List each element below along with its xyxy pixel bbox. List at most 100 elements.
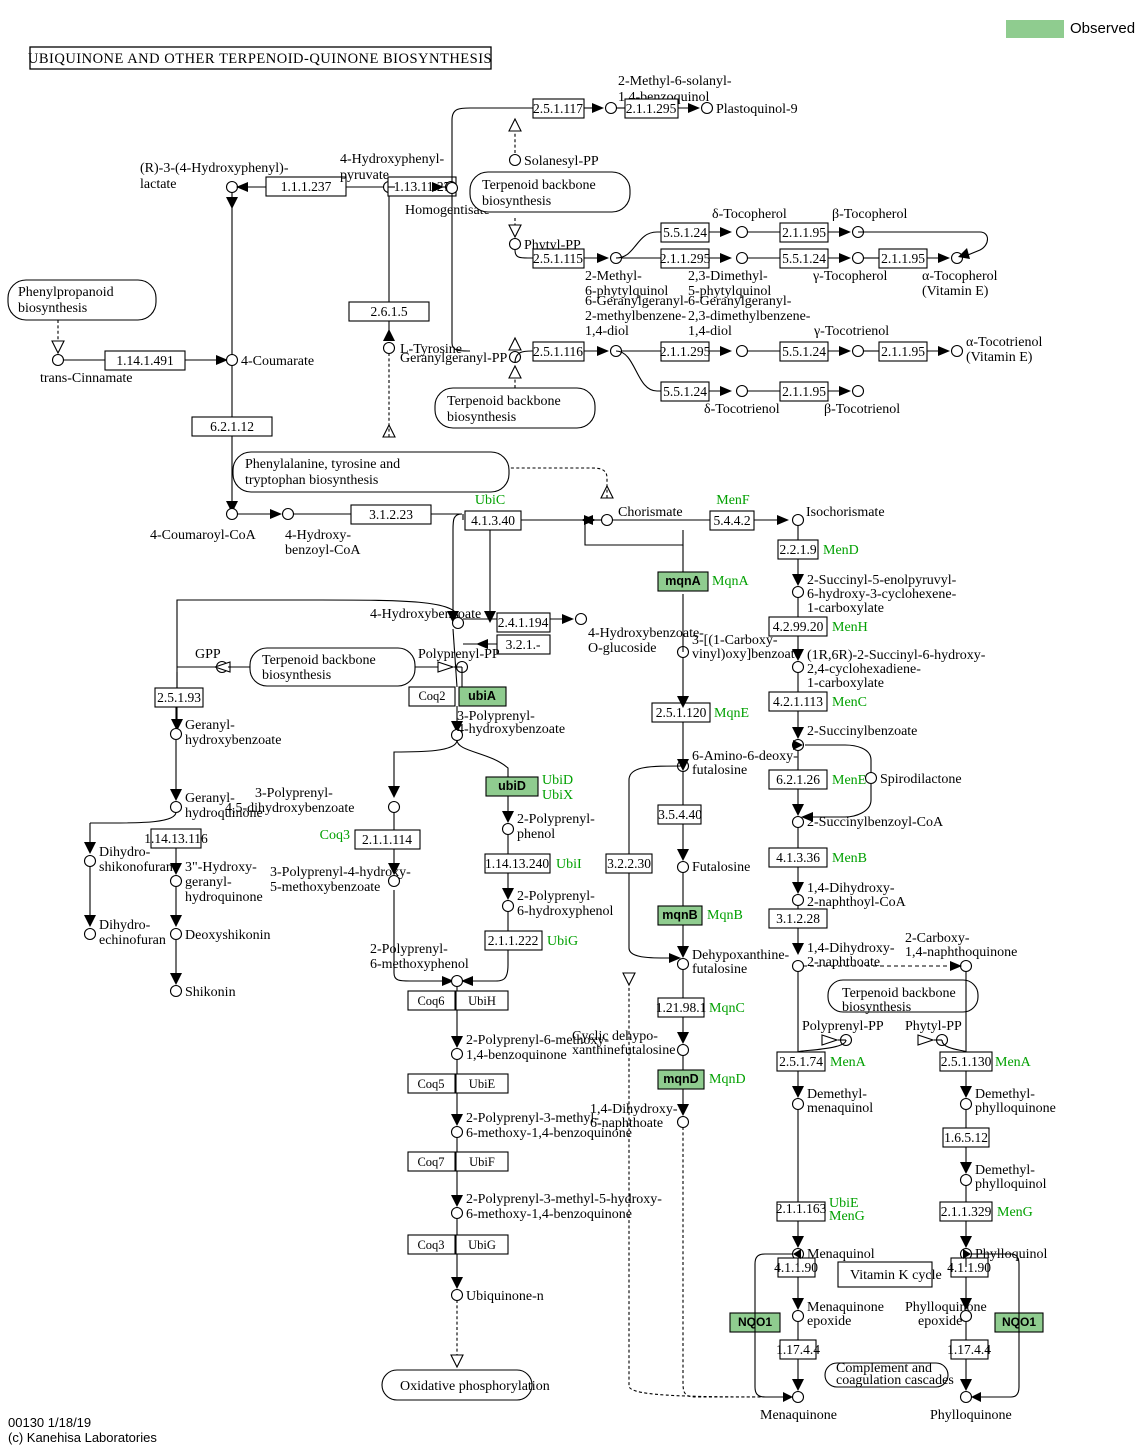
svg-text:Coq3: Coq3 xyxy=(417,1238,444,1252)
svg-text:4.1.3.36: 4.1.3.36 xyxy=(776,850,820,865)
svg-text:6-methoxyphenol: 6-methoxyphenol xyxy=(370,957,469,972)
svg-text:3-Polyprenyl-4-hydroxy-: 3-Polyprenyl-4-hydroxy- xyxy=(270,865,411,880)
svg-text:1,4-Dihydroxy-: 1,4-Dihydroxy- xyxy=(590,1102,678,1117)
svg-text:6-hydroxy-3-cyclohexene-: 6-hydroxy-3-cyclohexene- xyxy=(807,587,957,602)
svg-text:3.2.2.30: 3.2.2.30 xyxy=(607,856,651,871)
svg-text:2-Succinylbenzoate: 2-Succinylbenzoate xyxy=(807,724,917,739)
svg-text:2.1.1.95: 2.1.1.95 xyxy=(782,225,826,240)
svg-text:1.6.5.12: 1.6.5.12 xyxy=(944,1130,988,1145)
svg-text:UbiG: UbiG xyxy=(468,1238,496,1252)
svg-text:Polyprenyl-PP: Polyprenyl-PP xyxy=(802,1019,884,1034)
svg-text:1-carboxylate: 1-carboxylate xyxy=(807,676,884,691)
svg-text:4-Hydroxybenzoate: 4-Hydroxybenzoate xyxy=(370,607,481,622)
svg-text:MqnD: MqnD xyxy=(709,1072,746,1087)
svg-text:δ-Tocopherol: δ-Tocopherol xyxy=(712,207,787,222)
svg-text:2.5.1.74: 2.5.1.74 xyxy=(779,1054,823,1069)
svg-text:2.5.1.117: 2.5.1.117 xyxy=(533,101,583,116)
svg-text:Dihydro-: Dihydro- xyxy=(99,845,151,860)
svg-text:α-Tocotrienol: α-Tocotrienol xyxy=(966,335,1042,350)
svg-text:β-Tocotrienol: β-Tocotrienol xyxy=(824,402,900,417)
svg-text:6-Geranylgeranyl-: 6-Geranylgeranyl- xyxy=(688,294,792,309)
svg-text:4-Coumarate: 4-Coumarate xyxy=(241,354,314,369)
svg-text:vinyl)oxy]benzoate: vinyl)oxy]benzoate xyxy=(692,647,801,662)
svg-text:MenD: MenD xyxy=(823,543,859,558)
svg-text:2-methylbenzene-: 2-methylbenzene- xyxy=(585,309,686,324)
svg-text:Phylloquinone: Phylloquinone xyxy=(930,1408,1012,1423)
svg-text:benzoyl-CoA: benzoyl-CoA xyxy=(285,543,361,558)
svg-text:phylloquinol: phylloquinol xyxy=(975,1177,1047,1192)
svg-text:hydroxybenzoate: hydroxybenzoate xyxy=(185,733,281,748)
svg-text:3"-Hydroxy-: 3"-Hydroxy- xyxy=(185,860,257,875)
svg-text:6-Amino-6-deoxy-: 6-Amino-6-deoxy- xyxy=(692,749,798,764)
svg-text:Terpenoid backbone: Terpenoid backbone xyxy=(842,986,956,1001)
svg-text:Terpenoid backbone: Terpenoid backbone xyxy=(447,394,561,409)
svg-text:MenG: MenG xyxy=(997,1205,1033,1220)
svg-text:shikonofuran: shikonofuran xyxy=(99,860,173,875)
svg-text:MqnA: MqnA xyxy=(712,574,749,589)
svg-text:1-carboxylate: 1-carboxylate xyxy=(807,601,884,616)
svg-text:5-methoxybenzoate: 5-methoxybenzoate xyxy=(270,880,380,895)
svg-text:Spirodilactone: Spirodilactone xyxy=(880,772,962,787)
svg-text:Isochorismate: Isochorismate xyxy=(806,505,885,520)
svg-text:(Vitamin E): (Vitamin E) xyxy=(922,284,989,299)
svg-text:2.5.1.130: 2.5.1.130 xyxy=(941,1054,992,1069)
svg-text:1.1.1.237: 1.1.1.237 xyxy=(281,179,332,194)
svg-text:1,4-diol: 1,4-diol xyxy=(688,324,732,339)
svg-text:epoxide: epoxide xyxy=(918,1314,962,1329)
svg-text:UbiE: UbiE xyxy=(469,1077,496,1091)
svg-text:Ubiquinone-n: Ubiquinone-n xyxy=(466,1289,544,1304)
svg-text:3-Polyprenyl-: 3-Polyprenyl- xyxy=(255,786,333,801)
svg-text:MenA: MenA xyxy=(830,1055,867,1070)
svg-text:4.1.3.40: 4.1.3.40 xyxy=(471,513,515,528)
svg-text:(Vitamin E): (Vitamin E) xyxy=(966,350,1033,365)
svg-text:2.1.1.222: 2.1.1.222 xyxy=(488,933,539,948)
svg-text:5.5.1.24: 5.5.1.24 xyxy=(782,344,826,359)
svg-text:2-Polyprenyl-: 2-Polyprenyl- xyxy=(517,812,595,827)
svg-text:2.1.1.295: 2.1.1.295 xyxy=(626,101,677,116)
svg-text:mqnB: mqnB xyxy=(662,908,697,922)
svg-text:UbiI: UbiI xyxy=(556,857,582,872)
svg-text:MqnE: MqnE xyxy=(714,706,749,721)
svg-text:4-Hydroxyphenyl-: 4-Hydroxyphenyl- xyxy=(340,152,445,167)
svg-text:2,3-Dimethyl-: 2,3-Dimethyl- xyxy=(688,269,768,284)
svg-text:trans-Cinnamate: trans-Cinnamate xyxy=(40,371,133,386)
svg-text:MenE: MenE xyxy=(832,773,866,788)
svg-text:00130 1/18/19: 00130 1/18/19 xyxy=(8,1415,91,1430)
svg-text:MenB: MenB xyxy=(832,851,867,866)
svg-text:2-Methyl-: 2-Methyl- xyxy=(585,269,642,284)
svg-text:2.1.1.295: 2.1.1.295 xyxy=(660,251,711,266)
svg-text:4.1.1.90: 4.1.1.90 xyxy=(947,1260,991,1275)
svg-text:Geranylgeranyl-PP: Geranylgeranyl-PP xyxy=(400,351,508,366)
svg-text:UbiG: UbiG xyxy=(547,934,578,949)
svg-text:6-Geranylgeranyl-: 6-Geranylgeranyl- xyxy=(585,294,689,309)
svg-text:Observed: Observed xyxy=(1070,20,1135,37)
svg-text:mqnA: mqnA xyxy=(665,574,700,588)
svg-text:5.5.1.24: 5.5.1.24 xyxy=(782,251,826,266)
svg-text:4-Coumaroyl-CoA: 4-Coumaroyl-CoA xyxy=(150,528,257,543)
svg-text:2.1.1.295: 2.1.1.295 xyxy=(660,344,711,359)
svg-text:biosynthesis: biosynthesis xyxy=(842,1000,911,1015)
svg-text:futalosine: futalosine xyxy=(692,763,747,778)
svg-text:1,4-diol: 1,4-diol xyxy=(585,324,629,339)
svg-text:(R)-3-(4-Hydroxyphenyl)-: (R)-3-(4-Hydroxyphenyl)- xyxy=(140,161,289,176)
svg-text:1.14.13.116: 1.14.13.116 xyxy=(144,831,208,846)
svg-text:3.1.2.23: 3.1.2.23 xyxy=(369,507,413,522)
svg-text:Demethyl-: Demethyl- xyxy=(975,1087,1035,1102)
svg-text:tryptophan biosynthesis: tryptophan biosynthesis xyxy=(245,473,378,488)
svg-text:4-Hydroxy-: 4-Hydroxy- xyxy=(285,528,351,543)
svg-text:xanthinefutalosine: xanthinefutalosine xyxy=(572,1043,675,1058)
svg-text:Coq7: Coq7 xyxy=(417,1155,444,1169)
svg-text:GPP: GPP xyxy=(195,647,221,662)
svg-text:2.1.1.163: 2.1.1.163 xyxy=(776,1201,827,1216)
svg-text:Polyprenyl-PP: Polyprenyl-PP xyxy=(418,647,500,662)
svg-text:hydroquinone: hydroquinone xyxy=(185,890,263,905)
svg-text:Geranyl-: Geranyl- xyxy=(185,718,235,733)
svg-text:ubiA: ubiA xyxy=(468,689,496,703)
svg-text:4.2.1.113: 4.2.1.113 xyxy=(773,694,823,709)
svg-text:UBIQUINONE AND OTHER TERPENOID: UBIQUINONE AND OTHER TERPENOID-QUINONE B… xyxy=(28,51,492,67)
svg-text:MenF: MenF xyxy=(716,493,750,508)
svg-text:1,4-naphthoquinone: 1,4-naphthoquinone xyxy=(905,945,1017,960)
svg-text:geranyl-: geranyl- xyxy=(185,875,232,890)
svg-text:4.2.99.20: 4.2.99.20 xyxy=(773,619,824,634)
svg-text:biosynthesis: biosynthesis xyxy=(447,410,516,425)
